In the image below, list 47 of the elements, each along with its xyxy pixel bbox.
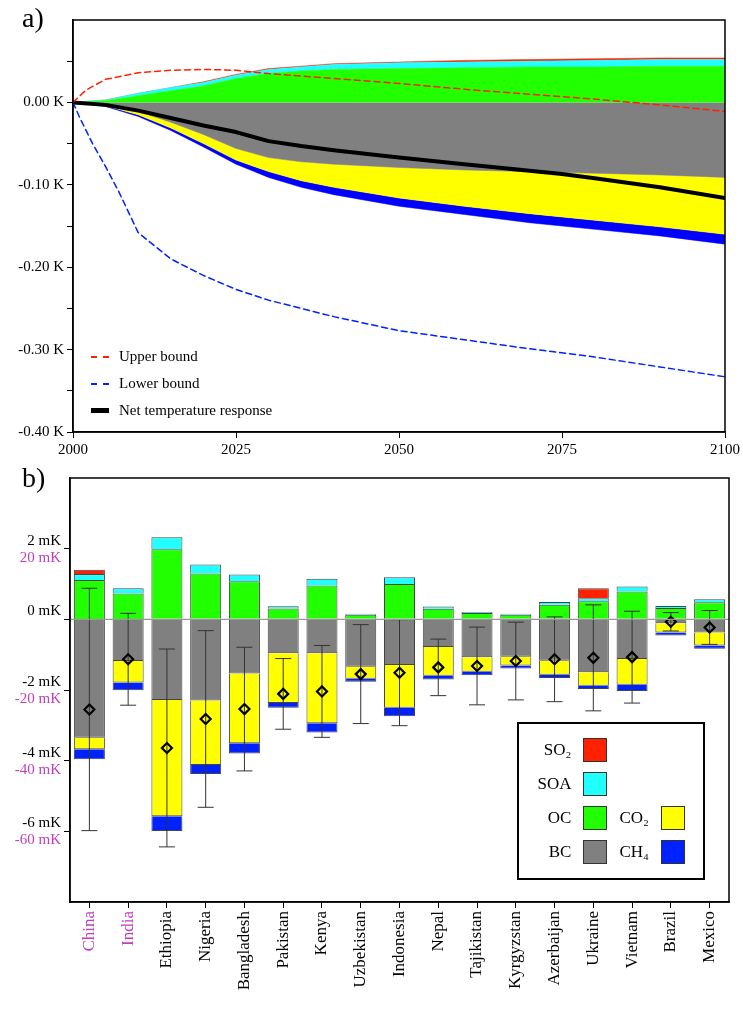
y-tick-label: 0.00 K: [23, 93, 65, 110]
y-tick-label: -0.30 K: [18, 340, 65, 357]
y-tick-label: -0.10 K: [18, 175, 65, 192]
y-tick-label: -0.40 K: [18, 422, 65, 439]
y-tick-label: -0.20 K: [18, 258, 65, 275]
x-tick-label: Mexico: [699, 911, 719, 963]
legend-label: SO₂: [542, 740, 572, 760]
y2-tick-label: 20 mK: [19, 548, 62, 565]
x-tick-label: India: [117, 910, 137, 946]
x-tick-label: Nepal: [427, 910, 447, 952]
x-tick-label: Ethiopia: [156, 910, 176, 969]
y-tick-label: 2 mK: [27, 531, 62, 548]
x-tick-label: Kyrgyzstan: [505, 910, 525, 990]
y2-tick-label: -40 mK: [14, 760, 62, 777]
x-tick-label: Brazil: [660, 910, 680, 953]
legend-label: CO₂: [619, 808, 649, 828]
y-tick-label: 0 mK: [27, 602, 62, 619]
y-tick-label: -4 mK: [22, 743, 62, 760]
x-tick-label: Tajikistan: [466, 910, 486, 978]
legend-label: BC: [547, 842, 572, 862]
legend-label: CH₄: [619, 842, 649, 862]
legend-label: Upper bound: [119, 348, 198, 365]
x-tick-label: 2100: [710, 440, 740, 457]
y2-tick-label: -60 mK: [14, 831, 62, 848]
x-tick-label: Indonesia: [388, 910, 408, 978]
chart-title: a): [22, 2, 44, 34]
x-tick-label: Azerbaijan: [544, 910, 564, 986]
legend-label: SOA: [537, 774, 572, 794]
y-tick-label: -6 mK: [22, 814, 62, 831]
x-tick-label: 2025: [221, 440, 251, 457]
chart-title: b): [22, 462, 46, 494]
legend-label: Lower bound: [119, 375, 200, 392]
legend-label: Net temperature response: [119, 402, 273, 419]
x-tick-label: China: [78, 910, 98, 952]
x-tick-label: Kenya: [311, 910, 331, 956]
x-tick-label: 2000: [58, 440, 88, 457]
y2-tick-label: -20 mK: [14, 689, 62, 706]
legend-label: OC: [546, 808, 572, 828]
x-tick-label: 2050: [384, 440, 414, 457]
x-tick-label: Bangladesh: [233, 910, 253, 991]
x-tick-label: Nigeria: [195, 910, 215, 962]
y-tick-label: -2 mK: [22, 672, 62, 689]
x-tick-label: Pakistan: [272, 910, 292, 969]
x-tick-label: Vietnam: [621, 911, 641, 969]
x-tick-label: 2075: [547, 440, 577, 457]
x-tick-label: Ukraine: [582, 911, 602, 966]
x-tick-label: Uzbekistan: [350, 910, 370, 988]
